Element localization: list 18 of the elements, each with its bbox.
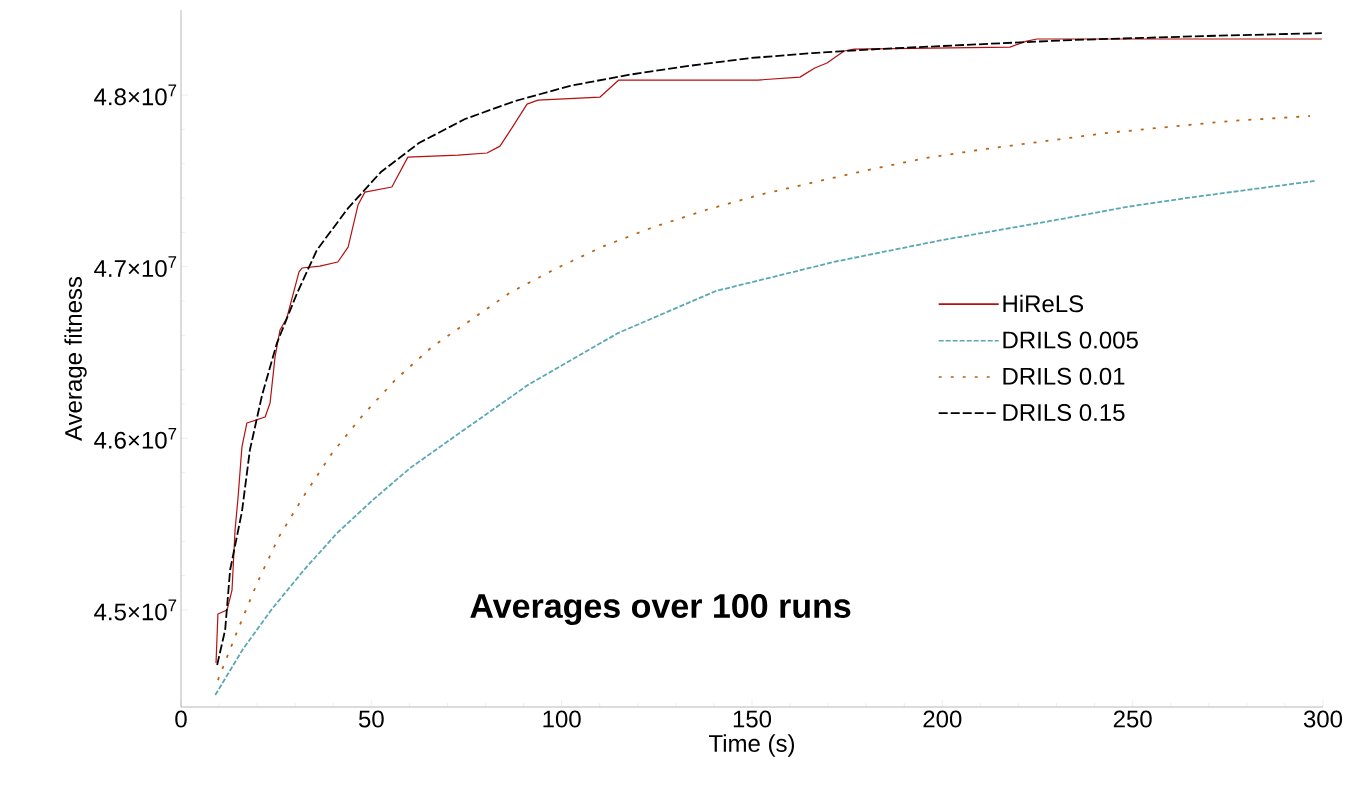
x-tick-label: 300 — [1303, 710, 1343, 728]
y-axis-title: Average fitness — [64, 276, 87, 441]
annotation: Averages over 100 runs — [470, 593, 851, 625]
x-tick-label: 0 — [175, 710, 187, 728]
y-tick-label: 4.5×10$^{7}$ — [94, 599, 177, 621]
y-tick-label: 4.8×10$^{7}$ — [94, 84, 177, 106]
x-tick-label: 150 — [733, 710, 772, 728]
legend-label: DRILS 0.15 — [1003, 404, 1125, 422]
x-axis-title: Time (s) — [708, 734, 795, 757]
x-tick-label: 100 — [543, 710, 581, 728]
y-tick-label: 4.6×10$^{7}$ — [94, 427, 177, 449]
legend-label: DRILS 0.01 — [1003, 367, 1125, 385]
x-tick-label: 200 — [923, 710, 962, 728]
legend-label: HiReLS — [1003, 294, 1084, 313]
x-tick-label: 250 — [1113, 710, 1152, 728]
x-tick-label: 50 — [358, 710, 384, 728]
y-tick-label: 4.7×10$^{7}$ — [94, 256, 177, 278]
legend-label: DRILS 0.005 — [1003, 331, 1138, 349]
